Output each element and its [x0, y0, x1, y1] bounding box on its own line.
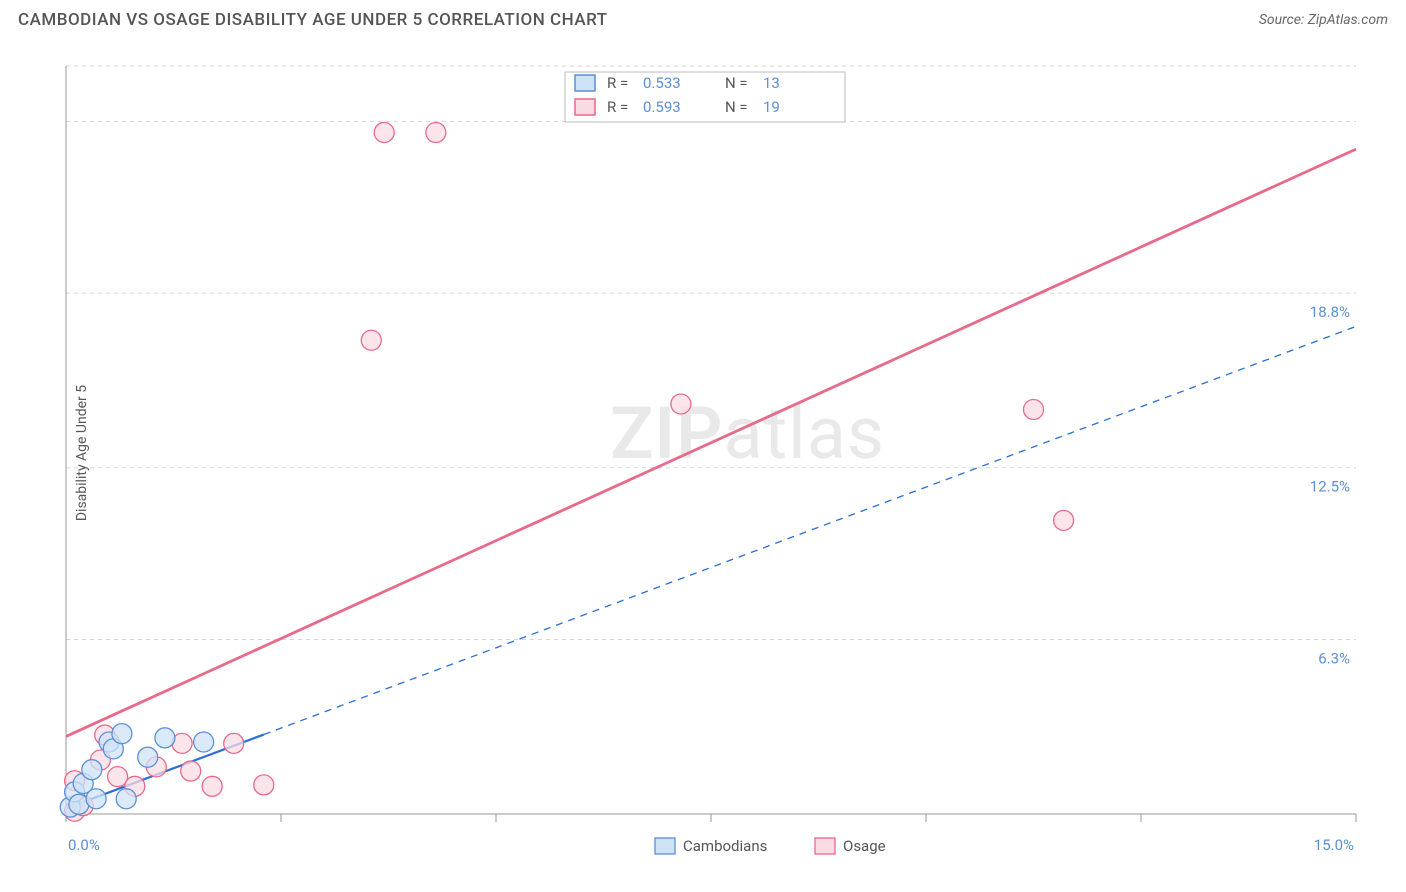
data-point	[138, 747, 158, 767]
trend-line-dash-cambodians	[264, 326, 1356, 734]
data-point	[671, 394, 691, 414]
svg-text:R =: R =	[607, 98, 628, 116]
data-point	[1024, 400, 1044, 420]
source-prefix: Source:	[1259, 12, 1308, 28]
data-point	[374, 122, 394, 142]
data-point	[361, 330, 381, 350]
data-point	[116, 789, 136, 809]
data-point	[224, 733, 244, 753]
svg-text:19: 19	[763, 98, 780, 116]
scatter-chart: 6.3% 12.5% 18.8% 0.0% 15.0% ZIPatlas R = 0.533 N…	[50, 48, 1390, 858]
data-point	[254, 775, 274, 795]
source-attribution: Source: ZipAtlas.com	[1259, 12, 1388, 28]
svg-text:N =: N =	[725, 74, 748, 92]
chart-title: CAMBODIAN VS OSAGE DISABILITY AGE UNDER …	[18, 10, 608, 30]
data-point	[86, 789, 106, 809]
chart-container: Disability Age Under 5 6.3% 12.5% 18.8% 0.0…	[50, 48, 1390, 858]
trend-line-osage	[66, 149, 1356, 736]
data-point	[181, 761, 201, 781]
watermark: ZIPatlas	[610, 391, 885, 476]
data-point	[1054, 510, 1074, 530]
data-point	[82, 760, 102, 780]
svg-text:Cambodians: Cambodians	[683, 837, 767, 855]
y-axis-label: Disability Age Under 5	[74, 385, 90, 521]
data-point	[426, 122, 446, 142]
svg-text:R =: R =	[607, 74, 628, 92]
svg-text:0.533: 0.533	[643, 74, 681, 92]
svg-text:0.593: 0.593	[643, 98, 681, 116]
y-tick-label: 6.3%	[1318, 649, 1350, 667]
x-tick-label: 15.0%	[1314, 836, 1354, 854]
x-tick-label: 0.0%	[68, 836, 100, 854]
svg-text:13: 13	[763, 74, 780, 92]
data-point	[202, 776, 222, 796]
source-name: ZipAtlas.com	[1308, 12, 1388, 28]
data-point	[112, 724, 132, 744]
series-legend: Cambodians Osage	[655, 837, 886, 855]
data-point	[194, 732, 214, 752]
correlation-legend: R = 0.533 N = 13 R = 0.593 N = 19	[565, 72, 845, 122]
y-tick-label: 12.5%	[1310, 478, 1350, 496]
svg-text:Osage: Osage	[843, 837, 886, 855]
data-point	[155, 728, 175, 748]
y-tick-label: 18.8%	[1310, 303, 1350, 321]
svg-text:N =: N =	[725, 98, 748, 116]
